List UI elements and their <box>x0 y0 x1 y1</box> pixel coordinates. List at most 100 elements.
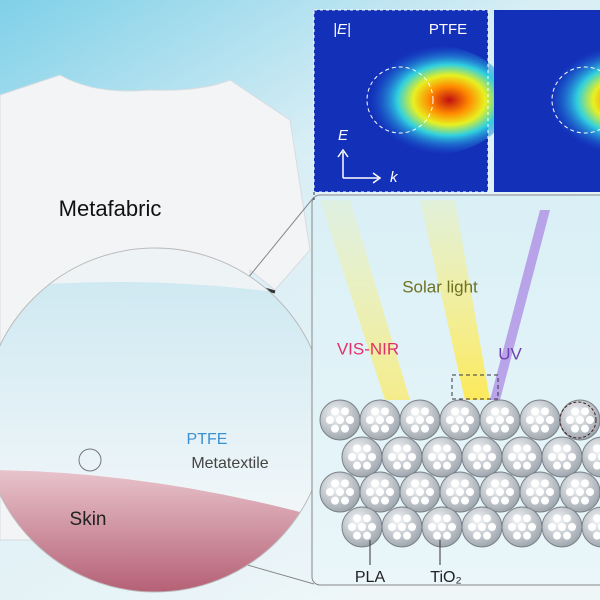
particle <box>368 523 376 531</box>
particle <box>393 531 401 540</box>
particle <box>433 461 441 470</box>
particle <box>428 523 436 531</box>
particle <box>541 479 549 488</box>
particle <box>381 479 389 488</box>
particle <box>506 488 514 496</box>
particle <box>513 444 521 453</box>
particle <box>466 416 474 424</box>
particle <box>518 453 526 461</box>
particle <box>581 407 589 416</box>
particle <box>331 407 339 416</box>
particle <box>501 407 509 416</box>
particle <box>546 488 554 496</box>
zoom-circle <box>559 401 597 439</box>
particle <box>491 496 499 505</box>
particle <box>408 453 416 461</box>
particle <box>568 523 576 531</box>
particle <box>581 496 589 505</box>
particle <box>376 416 384 424</box>
particle <box>586 488 594 496</box>
particle <box>353 514 361 523</box>
particle <box>541 424 549 433</box>
particle <box>518 523 526 531</box>
particle <box>571 424 579 433</box>
particle <box>448 453 456 461</box>
beam <box>420 200 490 400</box>
particle <box>553 444 561 453</box>
particle <box>536 488 544 496</box>
particle <box>398 453 406 461</box>
particle <box>491 407 499 416</box>
particle <box>403 461 411 470</box>
particle <box>398 523 406 531</box>
particle <box>473 514 481 523</box>
ptfe-label: PTFE <box>187 431 228 448</box>
particle <box>433 514 441 523</box>
particle <box>496 416 504 424</box>
particle <box>368 453 376 461</box>
uv-label: UV <box>498 344 522 363</box>
particle <box>526 488 534 496</box>
particle <box>531 424 539 433</box>
particle <box>523 531 531 540</box>
fiber-bundle <box>319 399 600 548</box>
particle <box>593 444 600 453</box>
particle <box>466 488 474 496</box>
particle <box>358 523 366 531</box>
particle <box>508 523 516 531</box>
particle <box>563 531 571 540</box>
particle <box>363 444 371 453</box>
particle <box>381 424 389 433</box>
particle <box>446 488 454 496</box>
particle <box>546 416 554 424</box>
particle <box>461 424 469 433</box>
magnifier <box>0 248 327 592</box>
field-map <box>530 45 600 155</box>
particle <box>558 523 566 531</box>
particle <box>388 453 396 461</box>
particle <box>513 531 521 540</box>
particle <box>371 424 379 433</box>
particle <box>508 453 516 461</box>
particle <box>448 523 456 531</box>
uv-beam <box>490 210 550 400</box>
particle-outline <box>366 66 434 134</box>
particle <box>421 496 429 505</box>
particle <box>541 496 549 505</box>
particle <box>388 523 396 531</box>
particle <box>371 496 379 505</box>
beam <box>320 200 410 400</box>
fiber-label: PLA <box>355 569 386 586</box>
layer-label: Metatextile <box>191 455 268 472</box>
particle <box>581 479 589 488</box>
particle <box>531 479 539 488</box>
particle <box>331 496 339 505</box>
particle <box>576 416 584 424</box>
particle <box>353 461 361 470</box>
particle <box>501 496 509 505</box>
particle <box>468 523 476 531</box>
particle <box>363 531 371 540</box>
particle <box>488 453 496 461</box>
particle <box>581 424 589 433</box>
particle <box>443 461 451 470</box>
particle <box>433 444 441 453</box>
particle <box>473 444 481 453</box>
particle <box>568 453 576 461</box>
particle <box>588 523 596 531</box>
field-map <box>350 45 510 155</box>
vis-label: VIS-NIR <box>337 339 399 358</box>
particle <box>483 444 491 453</box>
particle <box>523 514 531 523</box>
skin-label: Skin <box>70 509 107 530</box>
particle <box>421 424 429 433</box>
particle <box>386 488 394 496</box>
particle <box>456 488 464 496</box>
particle <box>381 407 389 416</box>
particle <box>526 416 534 424</box>
shirt-label: Metafabric <box>59 196 162 221</box>
particle <box>341 479 349 488</box>
particle <box>393 514 401 523</box>
particle <box>366 416 374 424</box>
